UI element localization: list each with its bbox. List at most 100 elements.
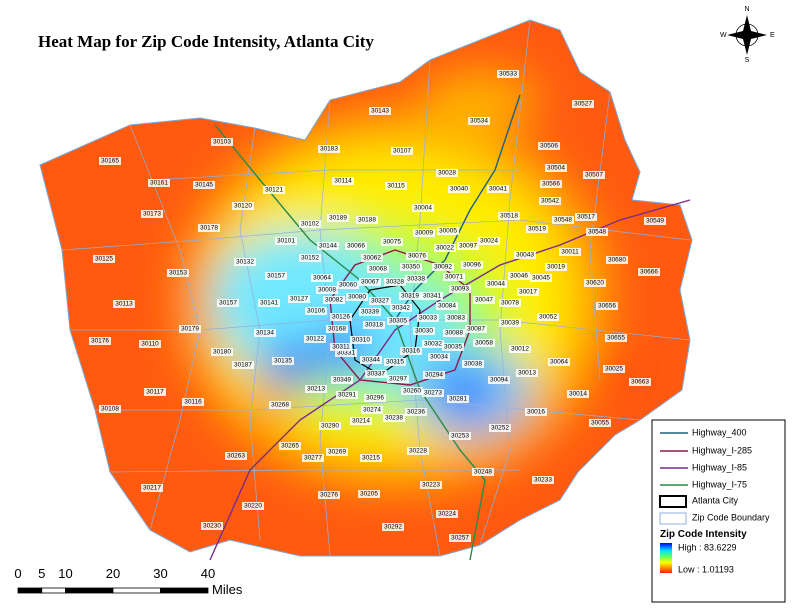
zip-label-box	[232, 202, 254, 210]
zip-label: 30153	[169, 270, 187, 277]
legend-high: High : 83.6229	[678, 542, 737, 552]
zip-label: 30517	[577, 214, 595, 221]
zip-label-box	[217, 299, 239, 307]
zip-label: 30152	[301, 255, 319, 262]
zip-label-box	[265, 272, 287, 280]
zip-label: 30014	[569, 391, 587, 398]
zip-label-box	[225, 452, 247, 460]
zip-label: 30019	[547, 264, 565, 271]
zip-label: 30233	[534, 477, 552, 484]
zip-label-box	[305, 307, 327, 315]
zip-label: 30038	[464, 361, 482, 368]
zip-label-box	[385, 182, 407, 190]
zip-label-box	[449, 432, 471, 440]
zip-label-box	[407, 447, 429, 455]
zip-label-box	[509, 345, 531, 353]
zip-label: 30143	[371, 108, 389, 115]
zip-label: 30082	[325, 297, 343, 304]
zip-label: 30034	[430, 354, 448, 361]
zip-label: 30080	[348, 294, 366, 301]
zip-label-box	[311, 274, 333, 282]
zip-label-box	[179, 325, 201, 333]
zip-label: 30108	[101, 406, 119, 413]
zip-label: 30276	[320, 492, 338, 499]
zip-label: 30331	[337, 350, 355, 357]
zip-label-box	[472, 468, 494, 476]
zip-label-box	[234, 258, 256, 266]
zip-label: 30318	[365, 322, 383, 329]
zip-label-box	[401, 387, 423, 395]
compass: N S E W	[720, 6, 775, 64]
zip-label-box	[478, 237, 500, 245]
zip-label: 30566	[542, 181, 560, 188]
zip-label-box	[327, 214, 349, 222]
zip-label: 30012	[511, 346, 529, 353]
zip-label-box	[420, 481, 442, 489]
zip-label: 30291	[338, 392, 356, 399]
zip-label-box	[538, 142, 560, 150]
zip-label: 30126	[332, 314, 350, 321]
zip-labels: 30533 30143 30527 30534 30506 30103 30183 30107…	[89, 70, 666, 542]
zip-label-box	[269, 401, 291, 409]
zip-label-box	[144, 388, 166, 396]
zip-label-box	[93, 255, 115, 263]
zip-label-box	[299, 220, 321, 228]
zip-label-box	[545, 263, 567, 271]
zip-label: 30339	[361, 309, 379, 316]
zip-label-box	[400, 263, 422, 271]
zip-label: 30311	[332, 344, 350, 351]
zip-label: 30220	[244, 503, 262, 510]
zip-label-box	[363, 321, 385, 329]
zip-label-box	[436, 169, 458, 177]
zip-label-box	[445, 314, 467, 322]
zip-label-box	[305, 385, 327, 393]
zip-label-box	[465, 325, 487, 333]
zip-label: 30058	[475, 340, 493, 347]
zip-label: 30215	[362, 455, 380, 462]
zip-label-box	[449, 534, 471, 542]
zip-label: 30680	[608, 257, 626, 264]
zip-label: 30013	[518, 370, 536, 377]
zip-label-box	[99, 157, 121, 165]
zip-label: 30274	[363, 407, 381, 414]
scale-tick-label: 40	[201, 566, 215, 581]
zip-label: 30253	[451, 433, 469, 440]
zip-label-box	[516, 369, 538, 377]
zip-label-box	[242, 502, 264, 510]
zip-label: 30296	[366, 395, 384, 402]
zip-label: 30141	[260, 300, 278, 307]
zip-label-box	[318, 491, 340, 499]
zip-label-box	[316, 286, 338, 294]
zip-label-box	[449, 285, 471, 293]
zip-label-box	[473, 296, 495, 304]
zip-label-box	[387, 375, 409, 383]
scale-segment	[160, 587, 209, 594]
zip-label-box	[367, 265, 389, 273]
zip-label: 30217	[143, 485, 161, 492]
zip-label: 30507	[585, 172, 603, 179]
zip-label: 30004	[414, 205, 432, 212]
zip-label-box	[447, 395, 469, 403]
zip-label: 30025	[605, 366, 623, 373]
zip-label: 30068	[369, 266, 387, 273]
zip-label-box	[350, 336, 372, 344]
zip-label-box	[369, 107, 391, 115]
zip-label-box	[346, 293, 368, 301]
zip-label: 30044	[487, 281, 505, 288]
zip-label-box	[552, 216, 574, 224]
zip-label: 30083	[447, 315, 465, 322]
zip-label: 30022	[436, 245, 454, 252]
zip-label-box	[331, 376, 353, 384]
zip-label: 30305	[389, 318, 407, 325]
zip-label-box	[532, 476, 554, 484]
zip-label: 30052	[539, 314, 557, 321]
zip-label: 30290	[321, 423, 339, 430]
zip-label: 30008	[318, 287, 336, 294]
zip-label: 30260	[403, 388, 421, 395]
legend-label: Highway_I-75	[692, 479, 747, 489]
zip-label-box	[141, 210, 163, 218]
zip-label: 30024	[480, 238, 498, 245]
zip-label-box	[330, 313, 352, 321]
zip-label-box	[272, 357, 294, 365]
